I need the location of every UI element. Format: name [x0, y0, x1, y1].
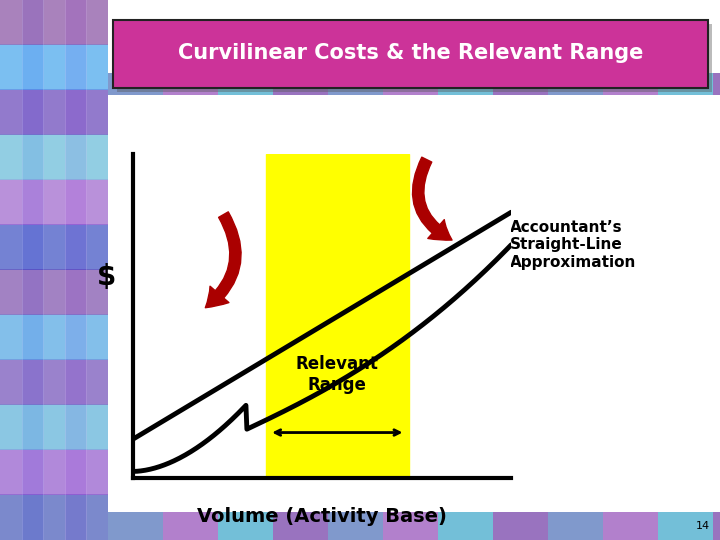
FancyArrowPatch shape: [205, 212, 241, 308]
Bar: [218, 512, 273, 540]
Bar: [22, 0, 44, 540]
Bar: [0, 134, 108, 180]
Bar: [0, 0, 108, 45]
Bar: [117, 24, 712, 92]
Text: Volume (Activity Base): Volume (Activity Base): [197, 507, 447, 526]
Text: Relevant
Range: Relevant Range: [296, 355, 379, 394]
Bar: [438, 512, 493, 540]
Bar: [0, 0, 22, 540]
Bar: [0, 269, 108, 315]
Text: $: $: [97, 263, 117, 291]
FancyArrowPatch shape: [413, 157, 452, 240]
Bar: [273, 512, 328, 540]
Bar: [328, 512, 383, 540]
Bar: [266, 154, 409, 478]
Bar: [0, 44, 108, 90]
Bar: [0, 404, 108, 450]
Bar: [658, 512, 713, 540]
Bar: [0, 314, 108, 360]
Bar: [0, 179, 108, 225]
Text: Curvilinear Costs & the Relevant Range: Curvilinear Costs & the Relevant Range: [178, 43, 643, 63]
Bar: [328, 73, 383, 95]
Bar: [113, 20, 708, 88]
Bar: [108, 0, 720, 540]
Bar: [383, 512, 438, 540]
Bar: [713, 73, 720, 95]
Bar: [108, 512, 163, 540]
Bar: [108, 73, 163, 95]
Bar: [0, 359, 108, 405]
Bar: [163, 512, 218, 540]
Text: 14: 14: [696, 521, 710, 531]
Bar: [438, 73, 493, 95]
Bar: [658, 73, 713, 95]
Bar: [0, 224, 108, 270]
Bar: [493, 73, 548, 95]
Bar: [603, 73, 658, 95]
Bar: [383, 73, 438, 95]
Bar: [0, 449, 108, 495]
Bar: [603, 512, 658, 540]
Bar: [0, 494, 108, 540]
Bar: [273, 73, 328, 95]
Bar: [65, 0, 87, 540]
Text: Accountant’s
Straight-Line
Approximation: Accountant’s Straight-Line Approximation: [510, 220, 636, 270]
Text: Economist’s Curvilinear
Cost Function: Economist’s Curvilinear Cost Function: [192, 160, 395, 192]
Bar: [43, 0, 66, 540]
Bar: [548, 73, 603, 95]
Bar: [0, 89, 108, 135]
Bar: [163, 73, 218, 95]
Bar: [86, 0, 109, 540]
Bar: [713, 512, 720, 540]
Bar: [218, 73, 273, 95]
Bar: [548, 512, 603, 540]
Bar: [493, 512, 548, 540]
